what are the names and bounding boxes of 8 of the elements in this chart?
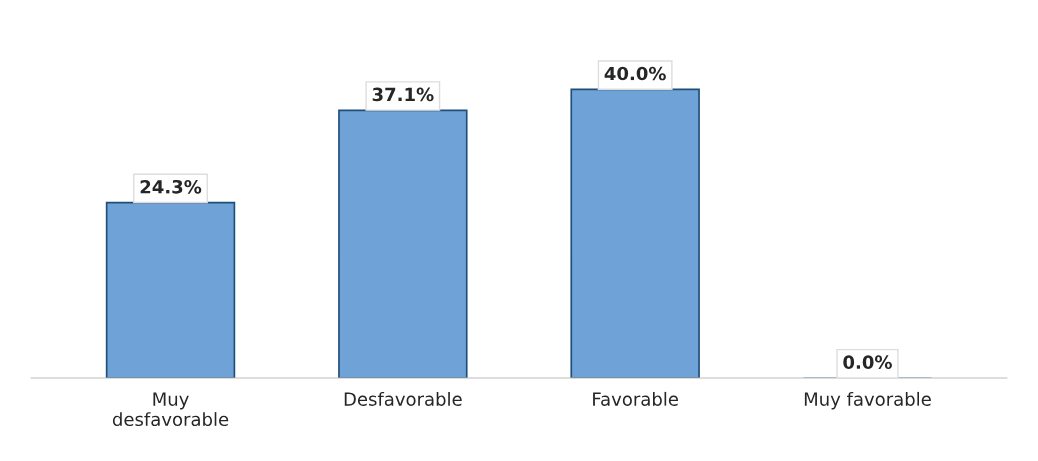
x-tick-label: Muy desfavorable bbox=[112, 392, 229, 427]
x-tick-label: Desfavorable bbox=[344, 391, 462, 406]
x-tick-label: Favorable bbox=[593, 391, 678, 406]
data-label: 24.3% bbox=[140, 179, 202, 194]
x-tick-label: Muy favorable bbox=[804, 391, 931, 410]
data-label: 0.0% bbox=[843, 355, 892, 369]
data-label: 37.1% bbox=[372, 87, 434, 102]
data-label: 40.0% bbox=[604, 66, 666, 81]
